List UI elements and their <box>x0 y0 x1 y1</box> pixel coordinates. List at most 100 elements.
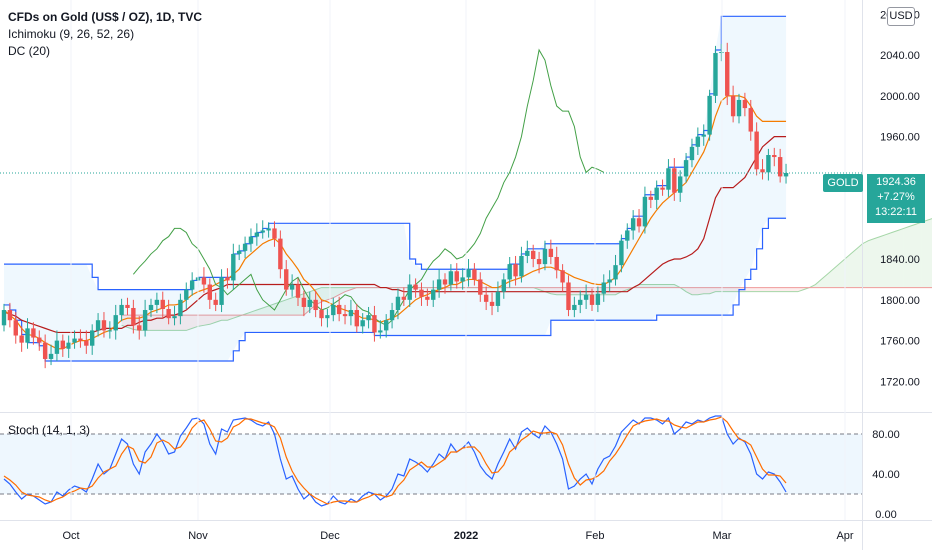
candle-body <box>178 299 183 317</box>
candle-body <box>589 294 595 305</box>
candle-body <box>407 284 412 300</box>
candle-body <box>489 301 495 306</box>
cloud-segment <box>921 220 928 288</box>
cloud-segment <box>733 287 739 292</box>
cloud-segment <box>668 284 675 288</box>
candle-body <box>266 228 271 231</box>
cloud-segment <box>886 232 892 288</box>
candlesticks <box>1 42 789 369</box>
candle-body <box>742 99 748 109</box>
candle-body <box>583 294 589 300</box>
candle-body <box>478 279 483 295</box>
stoch-tick-label: 40.00 <box>872 469 900 481</box>
cloud-segment <box>250 310 257 316</box>
candle-body <box>695 136 701 147</box>
candle-body <box>648 196 653 200</box>
candle-body <box>460 277 465 282</box>
candle-body <box>454 271 459 282</box>
symbol-title[interactable]: CFDs on Gold (US$ / OZ), 1D, TVC <box>8 10 203 24</box>
candle-body <box>448 271 454 285</box>
cloud-segment <box>186 315 193 331</box>
cloud-segment <box>691 287 698 295</box>
candle-body <box>525 250 530 256</box>
candle-body <box>483 294 489 302</box>
candle-body <box>101 320 107 331</box>
price-tick-label: 2040.00 <box>880 50 920 62</box>
price-tick-label: 1720.00 <box>880 376 920 388</box>
time-tick-label: Oct <box>62 530 79 542</box>
candle-body <box>384 320 389 331</box>
cloud-segment <box>156 315 163 331</box>
donchian-lower-line <box>4 217 787 362</box>
time-tick-label: Apr <box>836 530 853 542</box>
cloud-segment <box>321 287 328 302</box>
cloud-segment <box>262 305 269 316</box>
cloud-segment <box>209 315 216 325</box>
donchian-legend[interactable]: DC (20) <box>8 44 51 58</box>
candle-body <box>466 269 471 278</box>
candle-body <box>225 277 230 281</box>
ichimoku-cloud <box>121 218 932 331</box>
candle-body <box>436 279 442 290</box>
candle-body <box>366 315 371 321</box>
cloud-segment <box>168 315 175 331</box>
candle-body <box>184 289 189 300</box>
currency-button[interactable]: USD <box>887 7 915 26</box>
candle-body <box>401 296 407 300</box>
cloud-segment <box>709 287 716 294</box>
cloud-segment <box>756 287 763 292</box>
candle-body <box>231 253 236 281</box>
candle-body <box>730 95 736 117</box>
stoch-tick-label: 80.00 <box>872 429 900 441</box>
candle-body <box>278 238 283 270</box>
cloud-segment <box>715 287 722 292</box>
candle-body <box>772 155 777 158</box>
candle-body <box>13 320 18 336</box>
cloud-segment <box>897 228 904 288</box>
candle-body <box>501 279 506 292</box>
candle-body <box>777 157 783 177</box>
senkou-span-a-line <box>121 218 932 331</box>
cloud-segment <box>903 226 910 288</box>
stoch-legend[interactable]: Stoch (14, 1, 3) <box>8 423 91 437</box>
candle-body <box>48 353 54 359</box>
candle-body <box>536 259 542 265</box>
cloud-segment <box>768 287 775 292</box>
cloud-segment <box>786 287 792 292</box>
candle-body <box>1 310 7 326</box>
ichimoku-legend[interactable]: Ichimoku (9, 26, 52, 26) <box>8 27 135 41</box>
cloud-segment <box>221 315 228 321</box>
cloud-segment <box>656 284 663 288</box>
candle-body <box>425 296 430 300</box>
candle-body <box>513 264 518 277</box>
cloud-segment <box>227 315 234 321</box>
cloud-segment <box>292 295 298 316</box>
candle-body <box>395 296 401 311</box>
candle-body <box>754 131 759 170</box>
candle-body <box>748 108 753 132</box>
last-price-value: 1924.36 <box>876 176 916 188</box>
candle-body <box>66 342 71 349</box>
candle-body <box>442 279 448 285</box>
candle-body <box>260 230 265 233</box>
candle-body <box>60 340 65 349</box>
cloud-segment <box>744 287 751 292</box>
cloud-segment <box>891 230 898 288</box>
symbol-price-tag: GOLD <box>823 174 863 192</box>
cloud-segment <box>862 240 869 288</box>
candle-body <box>313 299 318 311</box>
candle-body <box>548 248 554 257</box>
time-tick-label: Dec <box>320 530 340 542</box>
candle-body <box>607 279 612 283</box>
candle-body <box>54 340 60 354</box>
stoch-axis[interactable]: 0.00 40.00 80.00 <box>872 429 900 521</box>
cloud-segment <box>703 287 710 294</box>
price-tick-label: 1840.00 <box>880 254 920 266</box>
candle-body <box>148 304 154 311</box>
cloud-segment <box>880 234 886 288</box>
candle-body <box>495 291 501 306</box>
cloud-segment <box>774 287 781 292</box>
candle-body <box>254 232 260 237</box>
